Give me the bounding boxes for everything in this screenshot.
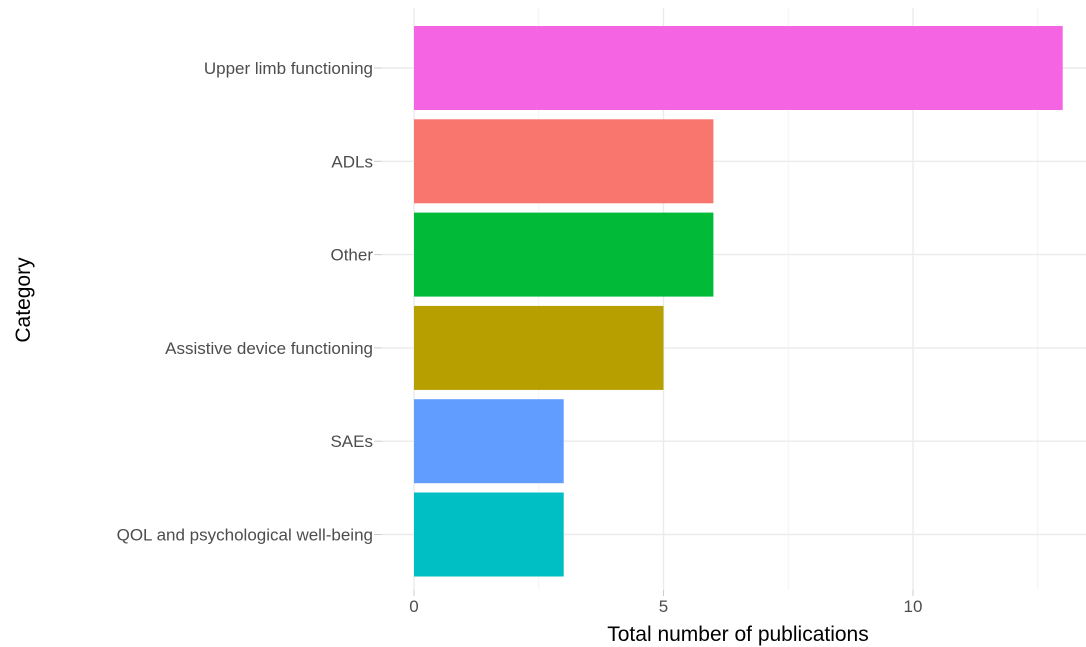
y-axis-title: Category	[12, 257, 35, 343]
bar	[414, 492, 564, 577]
x-axis-tick-labels: 0 5 10	[409, 597, 922, 616]
y-tick-label: QOL and psychological well-being	[117, 526, 373, 545]
bar	[414, 305, 664, 390]
y-axis-tick-labels: Upper limb functioning ADLs Other Assistive…	[117, 59, 374, 545]
y-tick-label: Other	[330, 246, 373, 265]
bar	[414, 119, 714, 204]
bars	[414, 26, 1063, 577]
x-tick-label: 10	[904, 597, 923, 616]
y-tick-label: ADLs	[331, 152, 373, 171]
y-tick-label: Assistive device functioning	[165, 339, 373, 358]
bar	[414, 212, 714, 297]
y-tick-label: Upper limb functioning	[204, 59, 373, 78]
bar	[414, 399, 564, 484]
x-tick-label: 0	[409, 597, 418, 616]
bar	[414, 26, 1063, 110]
x-axis-title: Total number of publications	[607, 623, 869, 646]
x-tick-label: 5	[659, 597, 668, 616]
y-tick-label: SAEs	[330, 432, 373, 451]
